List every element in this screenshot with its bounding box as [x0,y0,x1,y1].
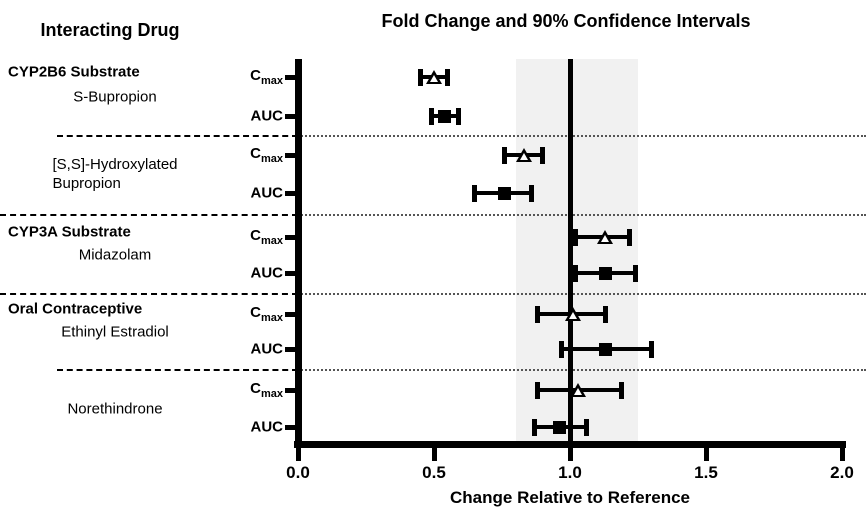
marker-filled-square [552,420,566,434]
marker-open-triangle-fill [568,312,577,319]
x-axis-tick [295,448,301,461]
row-metric-label: Cmax [250,227,283,247]
row-metric-label: Cmax [250,304,283,324]
marker-filled-square [498,186,512,200]
left-column-title: Interacting Drug [40,20,180,40]
marker-open-triangle-fill [519,153,528,160]
x-axis-label: Change Relative to Reference [450,488,690,507]
y-axis-row-tick [285,190,295,196]
shaded-equivalence-band [515,59,638,441]
drug-name: S-Bupropion [73,88,157,105]
drug-name: Ethinyl Estradiol [61,323,169,340]
x-tick-label: 1.0 [558,463,582,482]
ci-cap-low [559,340,565,358]
row-metric-label: AUC [250,184,284,202]
row-metric-label: Cmax [250,380,283,400]
row-metric-label: AUC [250,107,284,125]
y-axis-row-tick [285,74,295,80]
separator-line-right [298,134,866,137]
ci-cap-high [649,340,655,358]
ci-cap-low [572,264,578,282]
marker-filled-square [598,266,612,280]
separator-line-right [298,292,866,295]
y-axis-row-tick [285,234,295,240]
y-axis-row-tick [285,270,295,276]
ci-cap-low [532,418,538,436]
row-metric-label: Cmax [250,67,283,87]
ci-cap-high [445,68,451,86]
ci-cap-low [572,228,578,246]
ci-cap-high [619,381,625,399]
x-tick-label: 2.0 [830,463,854,482]
y-axis [294,59,302,448]
marker-filled-square [598,342,612,356]
y-axis-row-tick [285,346,295,352]
ci-cap-high [627,228,633,246]
ci-cap-high [455,107,461,125]
ci-cap-low [472,184,478,202]
separator-line-left [0,292,298,295]
row-metric-label: Cmax [250,145,283,165]
group-header: Oral Contraceptive [8,300,143,318]
x-axis-tick [839,448,845,461]
ci-cap-high [529,184,535,202]
marker-open-triangle-fill [601,235,610,242]
separator-line-right [298,214,866,216]
ci-cap-high [583,418,589,436]
x-axis-tick [703,448,709,461]
drug-name: Midazolam [78,246,152,264]
ci-cap-high [540,146,546,164]
y-axis-row-tick [285,424,295,430]
ci-cap-low [502,146,508,164]
marker-open-triangle-fill [430,75,438,82]
ci-cap-high [602,305,608,323]
drug-name: [S,S]-Hydroxylated Bupropion [52,156,178,192]
x-tick-label: 1.5 [694,463,718,482]
group-header: CYP3A Substrate [8,223,131,241]
ci-cap-high [632,264,638,282]
separator-line-left [0,214,298,216]
x-tick-label: 0.0 [286,463,310,482]
x-axis-tick [567,448,573,461]
y-axis-row-tick [285,387,295,393]
x-axis-tick [431,448,437,461]
ci-cap-low [428,107,434,125]
y-axis-row-tick [285,152,295,158]
row-metric-label: AUC [250,418,284,436]
separator-line-left [57,368,298,371]
y-axis-row-tick [285,113,295,119]
chart-title: Fold Change and 90% Confidence Intervals [381,11,751,31]
row-metric-label: AUC [250,340,284,358]
ci-cap-low [534,305,540,323]
ci-cap-low [417,68,423,86]
row-metric-label: AUC [250,264,284,282]
separator-line-right [298,368,866,371]
x-axis [294,441,846,448]
drug-name: Norethindrone [67,400,163,417]
marker-open-triangle-fill [574,388,583,395]
y-axis-row-tick [285,311,295,317]
group-header: CYP2B6 Substrate [8,63,140,81]
marker-filled-square [438,109,452,123]
separator-line-left [57,134,298,137]
ci-cap-low [534,381,540,399]
reference-line [567,59,573,441]
x-tick-label: 0.5 [422,463,446,482]
